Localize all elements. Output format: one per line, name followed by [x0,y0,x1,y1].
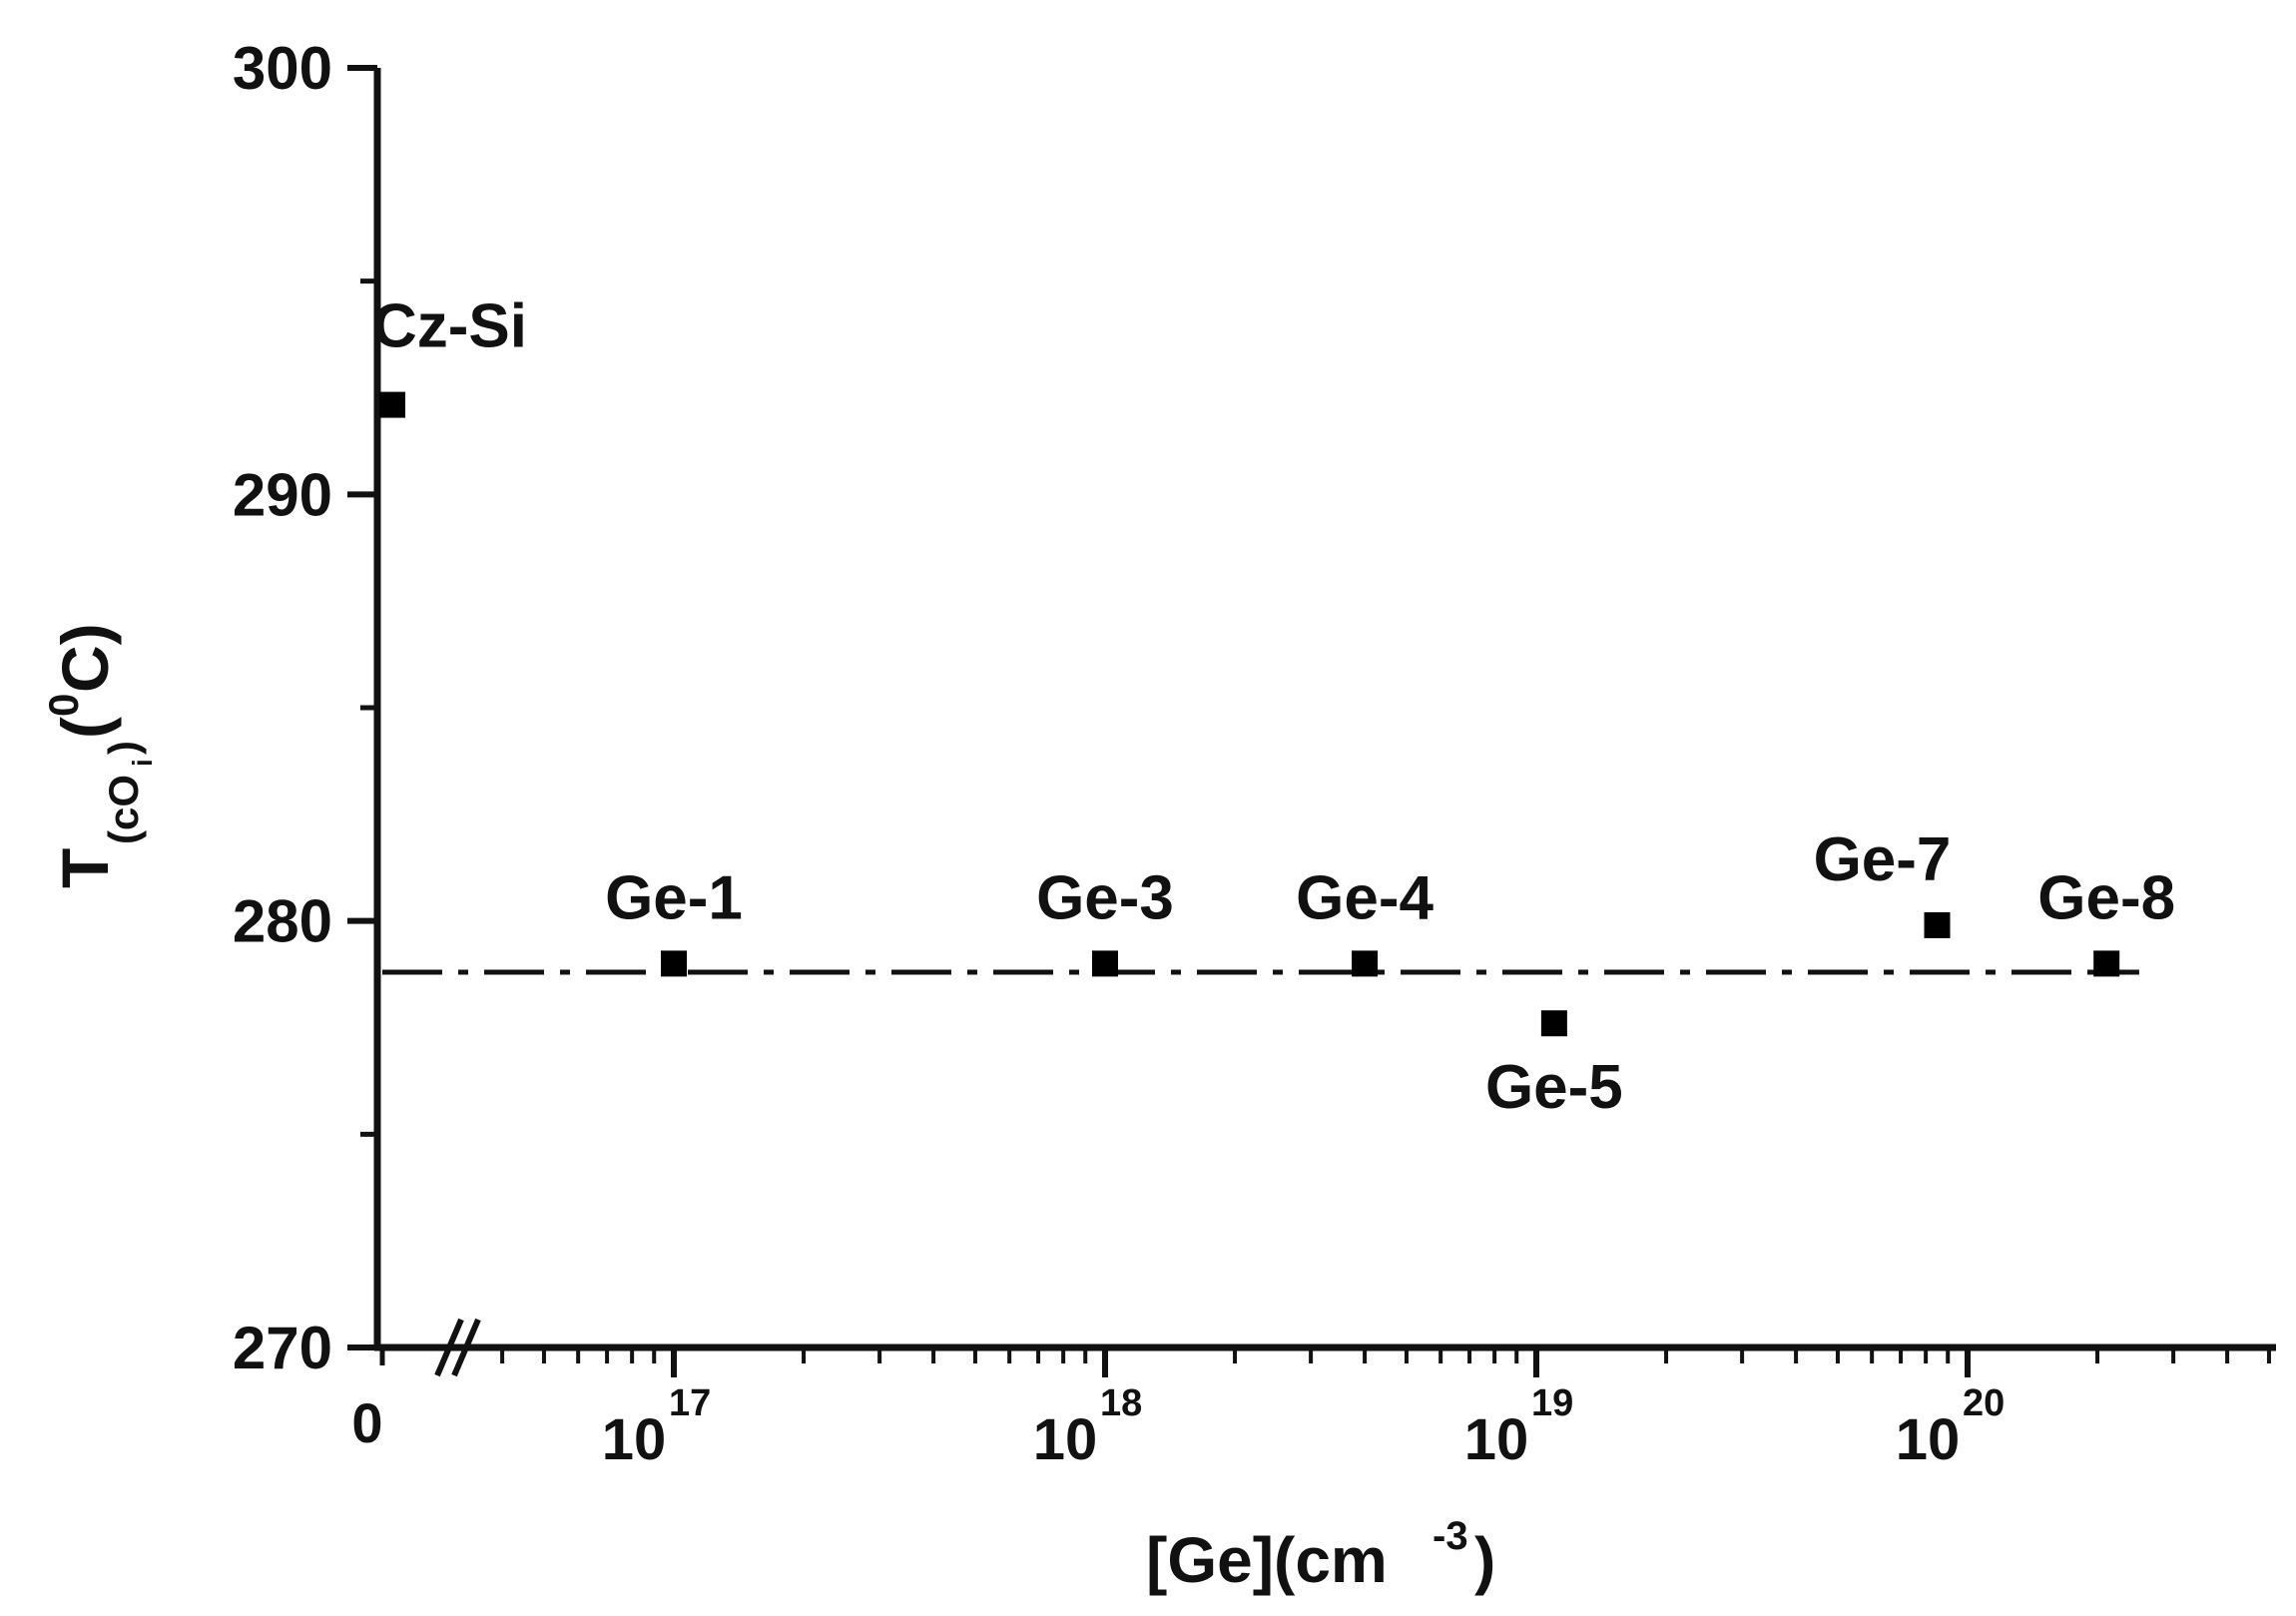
axes [347,65,2276,1377]
y-axis-title-subscript-close: ) [100,741,147,755]
y-axis-title-subsubscript: i [127,759,158,767]
x-tick-exponent: 20 [1963,1382,2005,1424]
data-point [1352,950,1379,977]
y-axis-title: T(cO i) (0C) [40,623,158,888]
x-axis-title-close: ) [1474,1524,1495,1596]
x-tick-label: 10 [1033,1407,1098,1472]
data-point-label: Ge-7 [1814,825,1952,894]
y-axis-title-superscript: 0 [40,694,87,717]
axis-break-mark [434,1318,464,1377]
y-tick-label: 270 [233,1315,332,1381]
data-point-label: Ge-4 [1296,863,1434,932]
y-axis-title-unit: C) [48,623,122,693]
data-point [1540,1010,1567,1037]
data-point [661,950,687,977]
x-axis-title-exponent: -3 [1433,1514,1468,1558]
x-tick-label: 10 [1464,1407,1529,1472]
x-tick-exponent: 17 [669,1382,711,1424]
data-point [379,391,405,418]
y-axis-title-subscript: (cO [100,775,147,844]
x-tick-exponent: 19 [1531,1382,1573,1424]
data-point-label: Ge-1 [605,863,743,932]
axis-break-mark [451,1318,481,1377]
y-tick-label: 290 [233,461,332,528]
x-tick-label: 10 [602,1407,667,1472]
data-point [1092,950,1118,977]
data-points [379,391,2120,1037]
data-point-label: Ge-5 [1485,1053,1623,1122]
data-point-label: Ge-8 [2037,863,2175,932]
y-axis-title-main: T [48,848,122,888]
x-tick-label: 10 [1896,1407,1961,1472]
x-tick-exponent: 18 [1100,1382,1142,1424]
y-tick-label: 280 [233,888,332,955]
x-zero-label: 0 [351,1391,382,1454]
y-tick-label: 300 [233,35,332,102]
data-point [1924,911,1951,938]
data-point-label: Ge-3 [1036,863,1174,932]
data-point [2093,950,2120,977]
data-point-label: Cz-Si [372,292,527,361]
y-axis-title-paren: ( [48,717,122,739]
x-axis-title: [Ge](cm [1146,1524,1388,1596]
